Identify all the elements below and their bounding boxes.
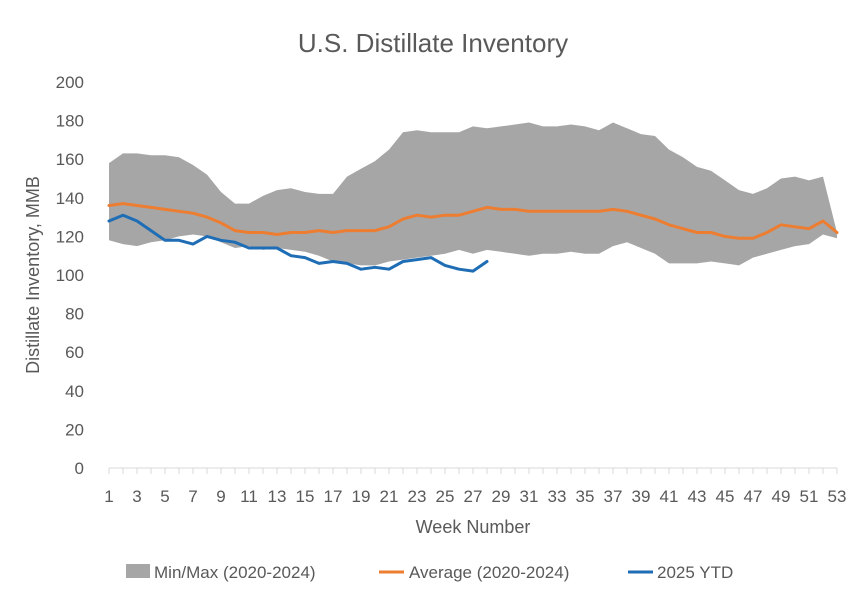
- x-tick-label: 9: [216, 487, 225, 506]
- x-tick-label: 49: [772, 487, 791, 506]
- y-tick-label: 100: [56, 266, 84, 285]
- x-tick-label: 21: [380, 487, 399, 506]
- y-tick-label: 200: [56, 73, 84, 92]
- x-tick-label: 17: [324, 487, 343, 506]
- x-tick-label: 3: [132, 487, 141, 506]
- minmax-band: [109, 122, 837, 266]
- y-tick-label: 160: [56, 150, 84, 169]
- x-tick-label: 7: [188, 487, 197, 506]
- x-tick-label: 35: [576, 487, 595, 506]
- x-tick-label: 41: [660, 487, 679, 506]
- x-tick-label: 5: [160, 487, 169, 506]
- x-axis-ticks: 1 3 5 7 9 11 13 15 17 19 21 23 25 27 29 31 33 35 37 39 41 43 4…: [104, 468, 846, 506]
- x-tick-label: 25: [436, 487, 455, 506]
- plot-area: [107, 122, 839, 469]
- y-tick-label: 140: [56, 189, 84, 208]
- x-tick-label: 51: [800, 487, 819, 506]
- legend-ytd: 2025 YTD: [628, 563, 733, 582]
- x-tick-label: 39: [632, 487, 651, 506]
- y-tick-label: 120: [56, 227, 84, 246]
- x-axis-title: Week Number: [416, 517, 531, 537]
- x-tick-label: 13: [268, 487, 287, 506]
- legend: Min/Max (2020-2024) Average (2020-2024) 20…: [126, 563, 733, 582]
- x-tick-label: 31: [520, 487, 539, 506]
- y-tick-label: 40: [65, 382, 84, 401]
- y-tick-label: 60: [65, 343, 84, 362]
- legend-label: Average (2020-2024): [409, 563, 569, 582]
- y-axis-ticks: 0 20 40 60 80 100 120 140 160 180 200: [56, 73, 84, 478]
- legend-label: 2025 YTD: [657, 563, 733, 582]
- legend-average: Average (2020-2024): [379, 563, 569, 582]
- chart-title: U.S. Distillate Inventory: [298, 28, 568, 58]
- x-tick-label: 27: [464, 487, 483, 506]
- y-tick-label: 80: [65, 305, 84, 324]
- x-tick-label: 29: [492, 487, 511, 506]
- x-tick-label: 47: [744, 487, 763, 506]
- x-tick-label: 43: [688, 487, 707, 506]
- x-tick-label: 45: [716, 487, 735, 506]
- y-tick-label: 180: [56, 112, 84, 131]
- x-tick-label: 37: [604, 487, 623, 506]
- y-axis-title: Distillate Inventory, MMB: [23, 176, 43, 374]
- x-tick-label: 23: [408, 487, 427, 506]
- ytd-2025-line: [107, 213, 489, 273]
- average-line: [107, 202, 839, 240]
- x-tick-label: 11: [240, 487, 258, 506]
- x-tick-label: 1: [104, 487, 113, 506]
- x-tick-label: 15: [296, 487, 315, 506]
- y-tick-label: 0: [75, 459, 84, 478]
- legend-swatch: [126, 564, 150, 578]
- y-tick-label: 20: [65, 420, 84, 439]
- x-tick-label: 53: [828, 487, 847, 506]
- x-tick-label: 33: [548, 487, 567, 506]
- legend-minmax: Min/Max (2020-2024): [126, 563, 316, 582]
- legend-label: Min/Max (2020-2024): [154, 563, 316, 582]
- x-tick-label: 19: [352, 487, 371, 506]
